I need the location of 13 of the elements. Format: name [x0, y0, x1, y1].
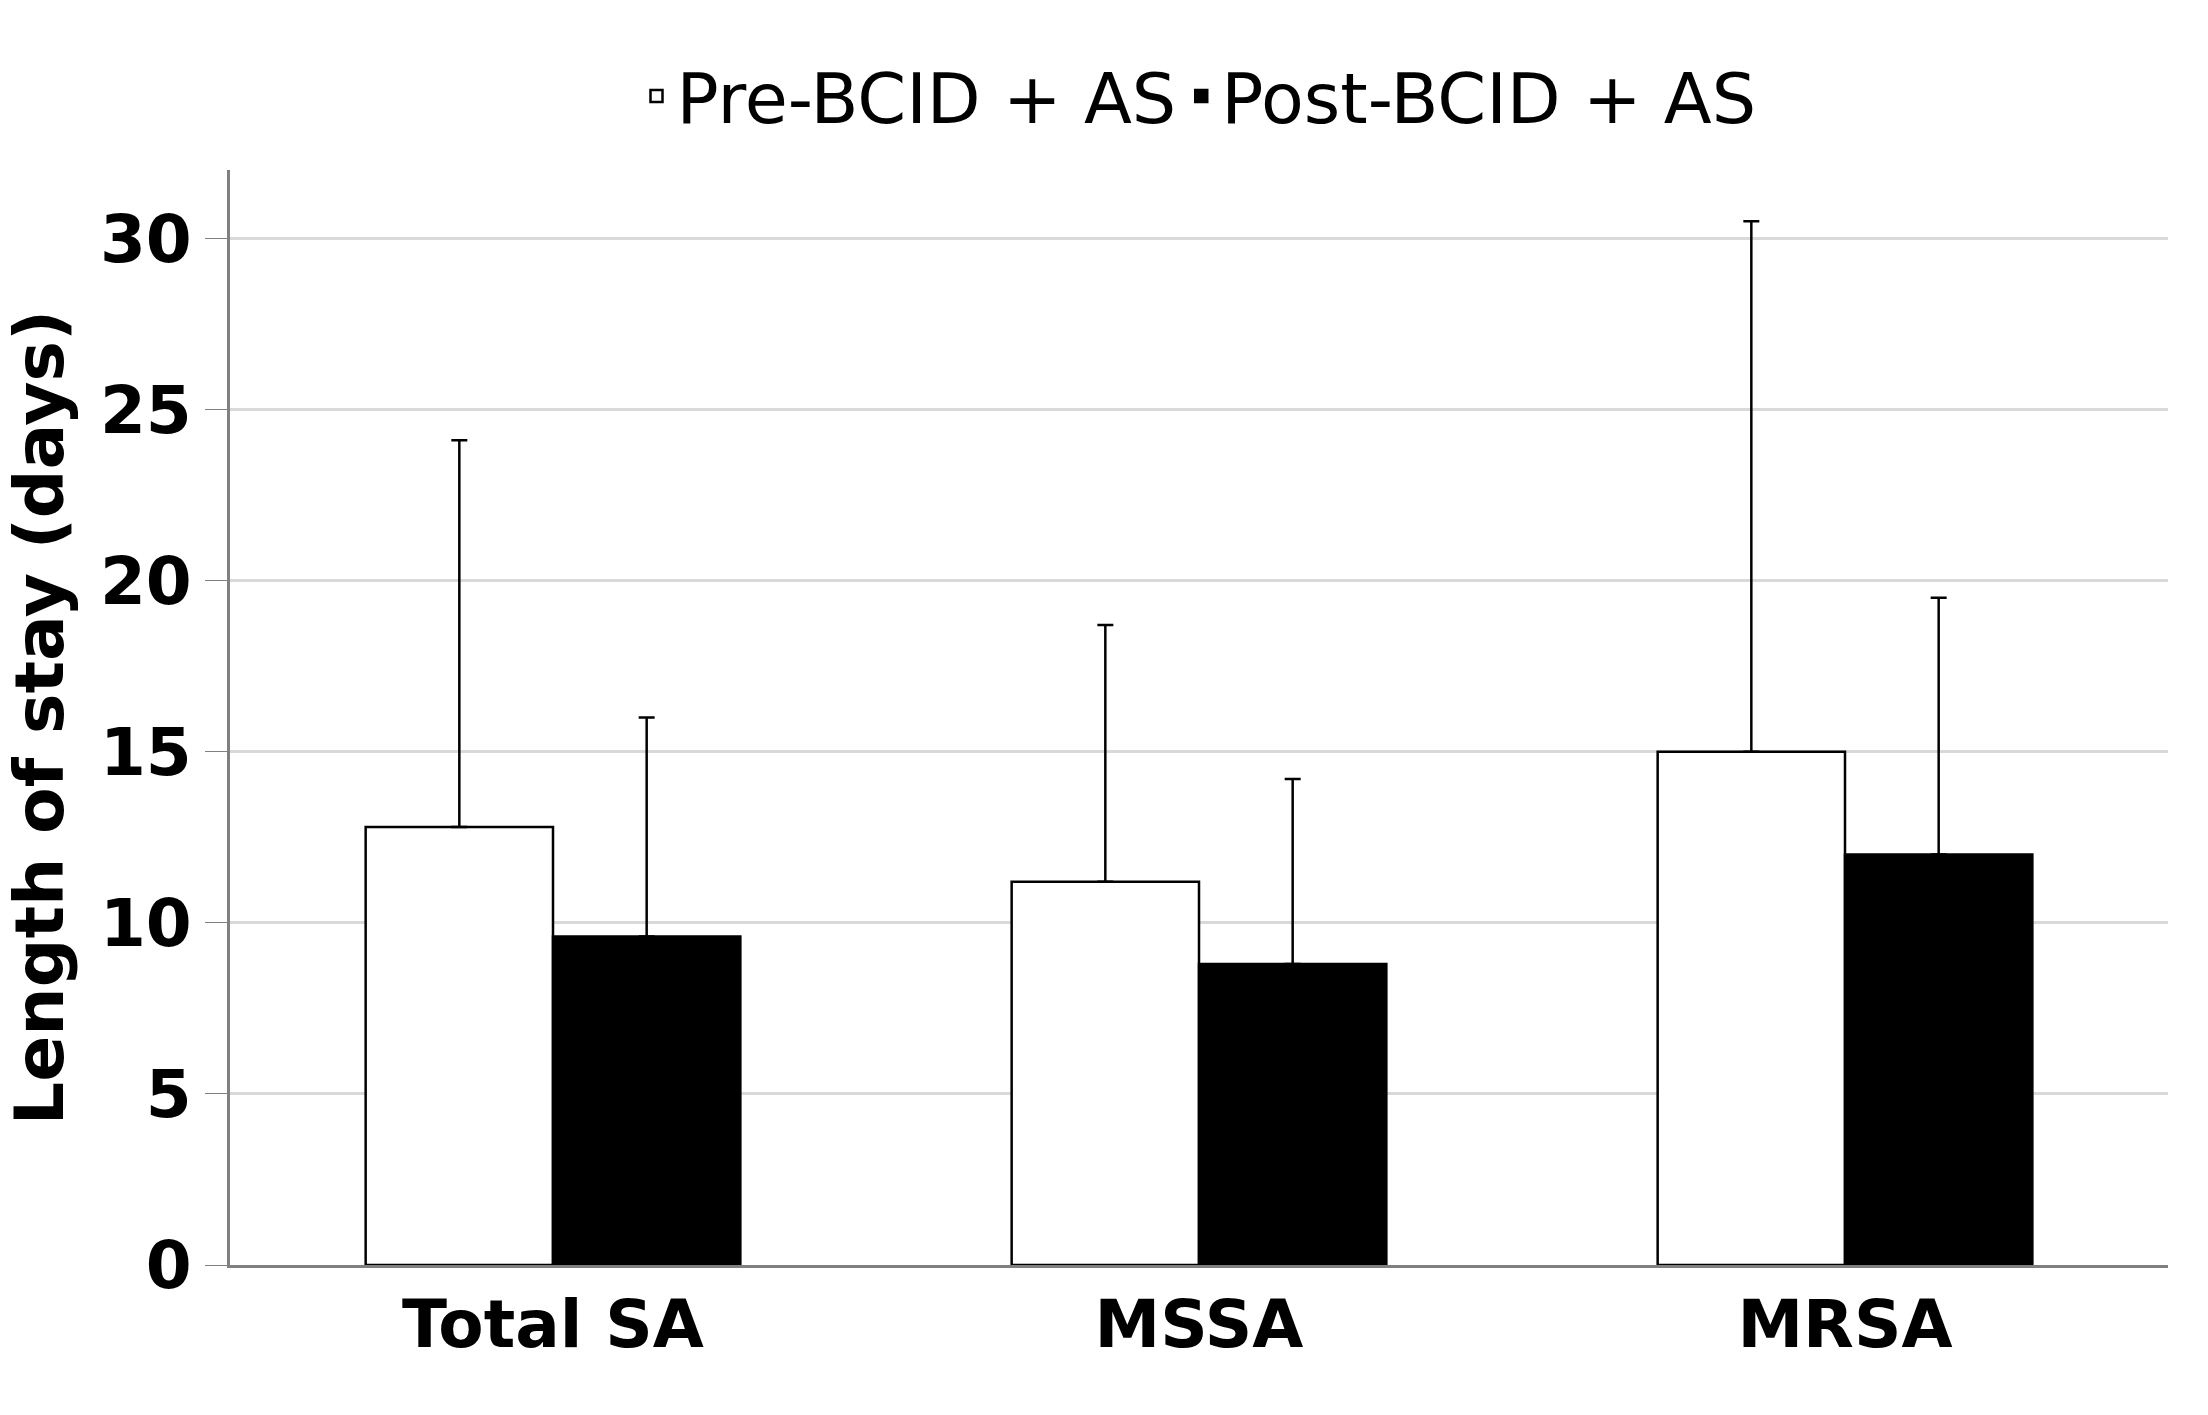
y-tick-label: 30	[99, 200, 192, 278]
y-tick-label: 25	[99, 371, 192, 449]
x-tick-label: MSSA	[1094, 1286, 1304, 1364]
legend-label: Post-BCID + AS	[1221, 58, 1757, 141]
y-tick-label: 10	[99, 884, 192, 962]
y-tick-label: 15	[99, 713, 192, 791]
x-tick-label: Total SA	[402, 1286, 704, 1364]
y-tick-label: 20	[99, 542, 192, 620]
y-tick-label: 0	[145, 1227, 192, 1305]
x-tick-label: MRSA	[1737, 1286, 1953, 1364]
legend-label: Pre-BCID + AS	[676, 58, 1177, 141]
y-axis-title: Length of stay (days)	[0, 309, 79, 1126]
y-tick-label: 5	[145, 1056, 192, 1134]
